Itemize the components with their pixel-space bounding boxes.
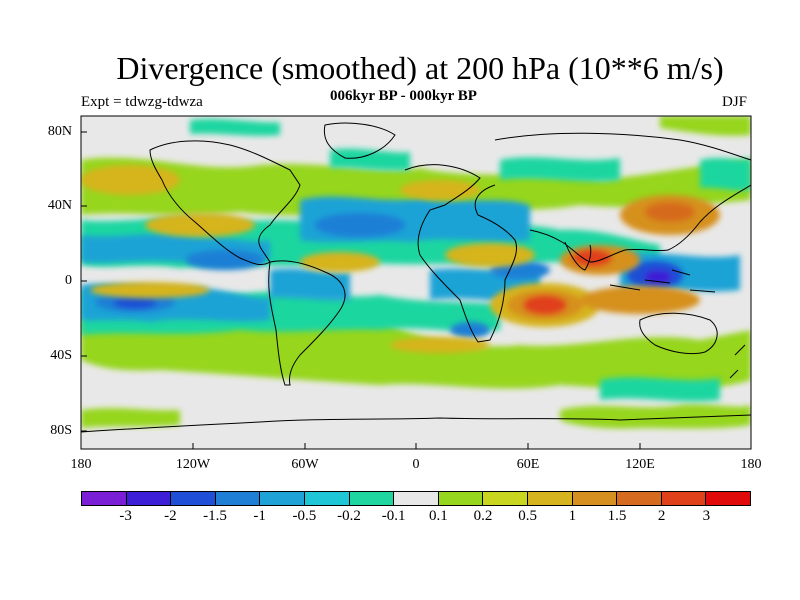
colorbar-segment (82, 492, 127, 505)
x-tick-label: 60E (516, 457, 540, 472)
colorbar-label: 1.5 (607, 508, 627, 524)
colorbar-label: 0.5 (518, 508, 538, 524)
y-tick-label: 0 (65, 273, 72, 288)
colorbar-label: 1 (568, 508, 577, 524)
colorbar-segment (215, 492, 261, 505)
asia-coast (494, 132, 751, 263)
colorbar-label: -3 (119, 508, 132, 524)
colorbar (81, 491, 751, 506)
south-america-coast (268, 260, 346, 386)
season-label: DJF (722, 94, 748, 110)
new-zealand-coast (729, 344, 746, 379)
y-tick-label: 40S (50, 348, 72, 363)
maritime-islands (609, 269, 716, 293)
x-tick-label: 180 (70, 457, 92, 472)
colorbar-segment (260, 492, 305, 505)
x-tick-label: 0 (412, 457, 420, 472)
colorbar-segment (706, 492, 750, 505)
colorbar-segment (394, 492, 439, 505)
colorbar-segment (572, 492, 618, 505)
colorbar-segment (483, 492, 528, 505)
x-tick-label: 180 (740, 457, 762, 472)
contour-field (81, 116, 751, 449)
colorbar-label: -0.5 (292, 508, 317, 524)
antarctica-coast (81, 414, 751, 433)
india-coast (564, 241, 592, 271)
colorbar-label: -1 (253, 508, 266, 524)
colorbar-segment (171, 492, 216, 505)
colorbar-segment (304, 492, 350, 505)
coastlines (81, 122, 751, 433)
colorbar-label: 3 (702, 508, 711, 524)
y-tick-label: 80N (47, 124, 72, 139)
colorbar-label: 0.1 (428, 508, 448, 524)
colorbar-segment (661, 492, 707, 505)
colorbar-label: -0.1 (381, 508, 406, 524)
x-tick-label: 120E (625, 457, 655, 472)
colorbar-label: -2 (164, 508, 177, 524)
axis-ticks (80, 131, 752, 449)
colorbar-label: -1.5 (203, 508, 227, 524)
colorbar-label: 0.2 (473, 508, 493, 524)
colorbar-segment (438, 492, 484, 505)
colorbar-segment (617, 492, 662, 505)
x-tick-label: 60W (291, 457, 319, 472)
north-america-coast (149, 140, 301, 265)
map-subtitle: 006kyr BP - 000kyr BP (330, 88, 477, 104)
y-tick-label: 40N (47, 198, 72, 213)
australia-coast (639, 312, 718, 355)
colorbar-segment (126, 492, 172, 505)
greenland-coast (323, 122, 396, 159)
y-tick-label: 80S (50, 423, 72, 438)
colorbar-segment (349, 492, 395, 505)
colorbar-label: -0.2 (337, 508, 361, 524)
x-tick-label: 120W (175, 457, 211, 472)
colorbar-segment (527, 492, 573, 505)
experiment-label: Expt = tdwzg-tdwza (81, 94, 203, 110)
europe-africa-coast (404, 164, 518, 343)
map-title: Divergence (smoothed) at 200 hPa (10**6 … (116, 50, 724, 86)
colorbar-label: 2 (657, 508, 666, 524)
